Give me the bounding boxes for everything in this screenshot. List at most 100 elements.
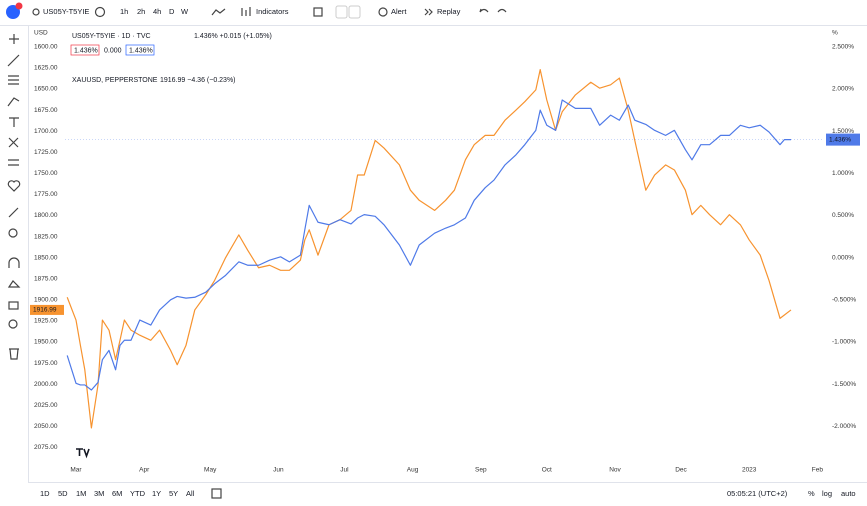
stay-drawing-tool[interactable] [7,280,21,288]
left-axis-label: 2050.00 [34,423,58,430]
trend-line-tool[interactable] [7,54,20,67]
zoom-tool[interactable] [8,228,18,238]
log-toggle[interactable]: log [822,489,832,498]
buy-button[interactable] [125,44,155,56]
measure-tool[interactable] [8,207,19,218]
layout-arrow[interactable] [348,5,361,19]
magnet-tool[interactable] [8,257,20,268]
interval[interactable]: 2h [137,7,145,16]
symbol-search[interactable]: US05Y-T5YIE [43,7,89,16]
plot: 1600.00 1625.00 1650.00 1675.00 1700.00 1725.… [30,44,860,474]
undo-button[interactable] [479,8,489,13]
brush-tool[interactable] [8,159,19,166]
legend-quote: 1.436% +0.015 (+1.05%) [194,33,272,40]
interval[interactable]: W [181,7,189,16]
layout-button[interactable] [313,7,323,17]
indicators-button[interactable]: Indicators [256,7,289,16]
redo-button[interactable] [497,8,507,13]
fib-tool[interactable] [8,75,19,85]
right-axis-label: -1.000% [832,339,856,346]
range-button[interactable]: 1Y [152,489,161,498]
left-axis-label: 1850.00 [34,254,58,261]
spread: 0.000 [104,47,122,54]
left-axis-label: 1700.00 [34,128,58,135]
left-axis-label: 1600.00 [34,44,58,51]
range-button[interactable]: 5Y [169,489,178,498]
range-button[interactable]: 1D [40,489,50,498]
right-axis-label: 0.000% [832,254,854,261]
x-tick-label: 2023 [742,467,757,474]
left-axis-label: 1650.00 [34,86,58,93]
range-button[interactable]: 5D [58,489,68,498]
right-axis-label: 2.000% [832,86,854,93]
tv-logo [76,448,90,459]
alert-button[interactable]: Alert [391,7,407,16]
range-button[interactable]: 6M [112,489,122,498]
text-tool[interactable] [9,117,19,127]
legend-series-name: US05Y-T5YIE · 1D · TVC [72,33,151,40]
series-line [66,69,792,429]
price-tag-label: 1916.99 [33,307,57,314]
x-tick-label: Mar [70,467,82,474]
visibility-tool[interactable] [8,319,18,329]
left-axis-label: 1675.00 [34,107,58,114]
interval[interactable]: 1h [120,7,128,16]
compare-button[interactable] [94,6,106,18]
interval[interactable]: D [169,7,175,16]
range-button[interactable]: 3M [94,489,104,498]
left-axis-label: 2075.00 [34,444,58,451]
chart-type-button[interactable] [211,8,226,16]
crosshair-tool[interactable] [9,34,19,44]
replay-button[interactable]: Replay [437,7,461,16]
date-range-button[interactable] [211,488,222,499]
favorites-tool[interactable] [7,180,21,192]
x-tick-label: Oct [542,467,552,474]
indicators-icon [241,7,251,16]
price-tag-label: 1.436% [829,136,851,143]
right-axis-label: 0.500% [832,212,854,219]
interval[interactable]: 4h [153,7,161,16]
left-axis-label: 2025.00 [34,402,58,409]
right-axis-label: 1.500% [832,128,854,135]
buy-price[interactable]: 1.436% [129,47,153,54]
x-tick-label: Feb [812,467,824,474]
x-tick-label: Apr [139,467,150,474]
price-tag [30,304,64,315]
legend-series-name: XAUUSD, PEPPERSTONE [72,77,158,84]
left-axis-label: 1975.00 [34,360,58,367]
left-axis-label: 1725.00 [34,149,58,156]
left-axis-label: 1900.00 [34,297,58,304]
alert-icon [378,7,388,17]
x-tick-label: Aug [407,467,419,474]
auto-toggle[interactable]: auto [841,489,856,498]
left-axis-label: 1750.00 [34,170,58,177]
range-button[interactable]: YTD [130,489,146,498]
lock-tool[interactable] [8,301,19,310]
right-axis-unit: % [832,30,838,37]
clock: 05:05:21 (UTC+2) [727,489,788,498]
legend-quote: 1916.99 −4.36 (−0.23%) [160,77,236,84]
sell-button[interactable] [70,44,100,56]
search-icon[interactable] [32,8,40,16]
layout-arrow[interactable] [335,5,348,19]
forecast-tool[interactable] [8,137,19,148]
percent-toggle[interactable]: % [808,489,815,498]
left-axis-label: 1625.00 [34,65,58,72]
user-avatar[interactable] [6,5,20,19]
left-axis-label: 1950.00 [34,339,58,346]
delete-tool[interactable] [9,348,19,360]
left-axis-label: 1775.00 [34,191,58,198]
x-tick-label: May [204,467,217,474]
x-tick-label: Jun [273,467,284,474]
range-button[interactable]: All [186,489,195,498]
sell-price[interactable]: 1.436% [74,47,98,54]
x-tick-label: Dec [675,467,687,474]
range-button[interactable]: 1M [76,489,86,498]
axes: 1600.00 1625.00 1650.00 1675.00 1700.00 1725.… [34,44,856,474]
x-tick-label: Jul [340,467,349,474]
left-axis-label: 1800.00 [34,212,58,219]
pattern-tool[interactable] [7,97,20,107]
right-axis-label: -2.000% [832,423,856,430]
